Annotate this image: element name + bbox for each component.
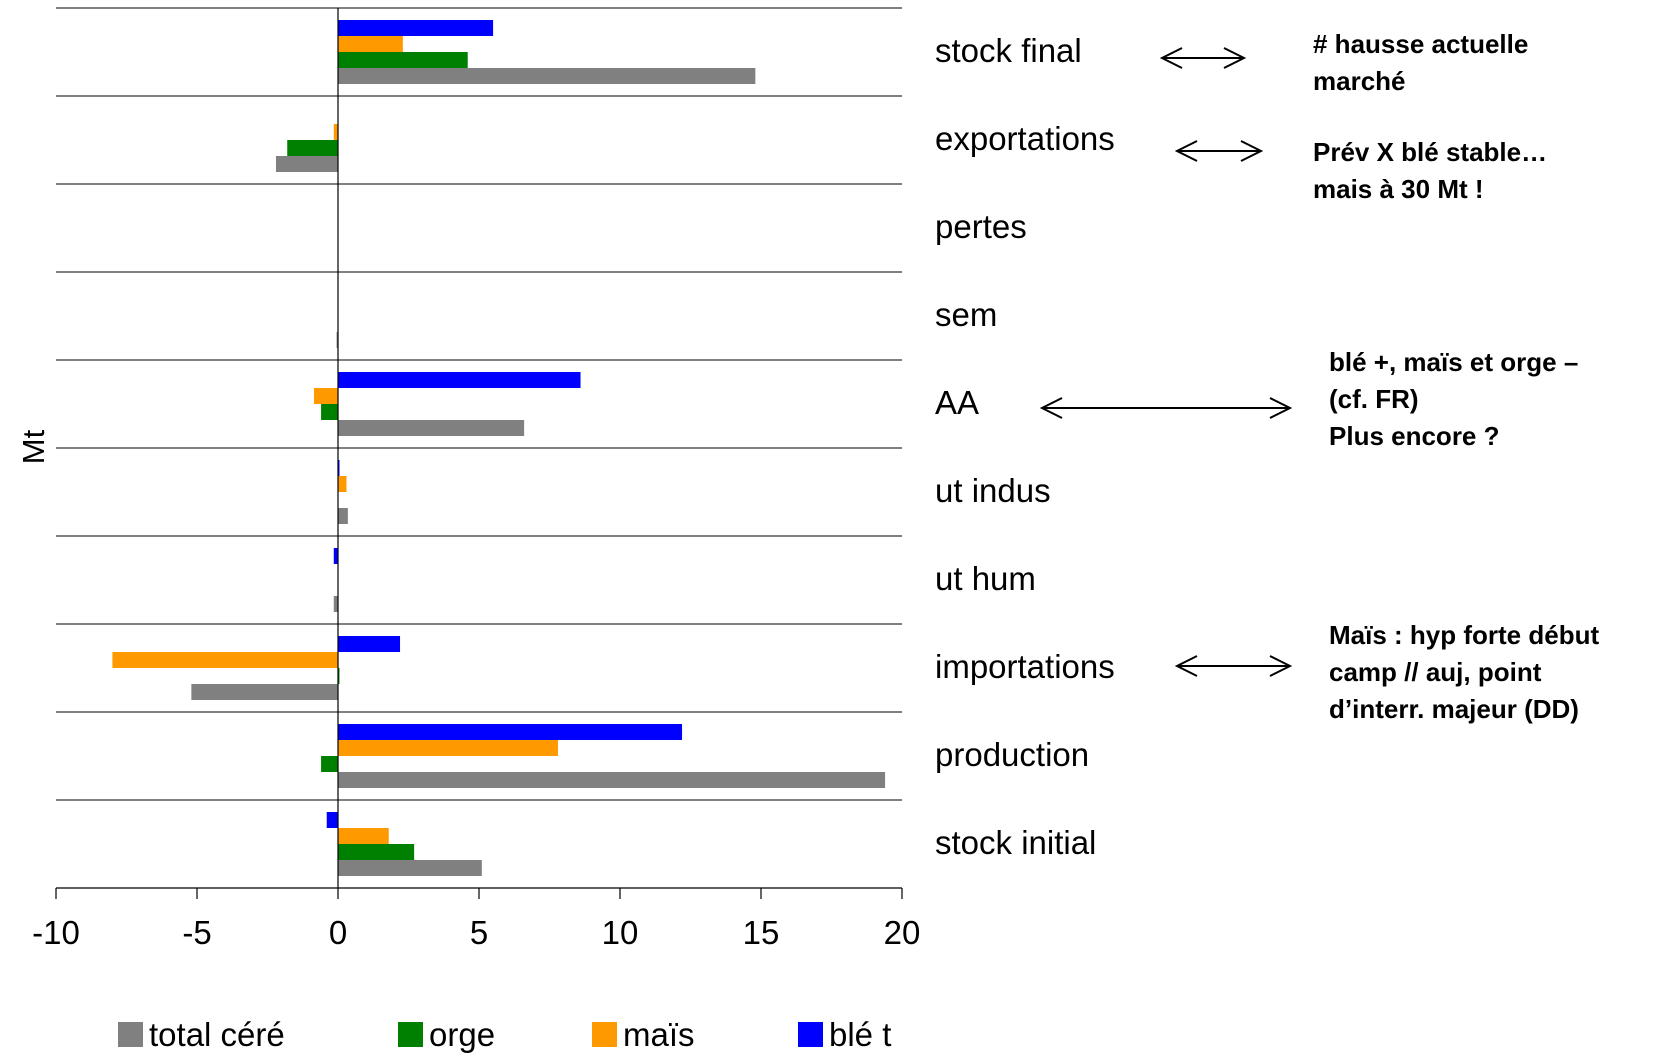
x-tick-label: 20	[884, 914, 921, 951]
bar-mais-importations	[112, 652, 339, 668]
bar-total-cere-importations	[191, 684, 338, 700]
category-label-aa: AA	[935, 384, 979, 421]
bar-ble-t-ut-hum	[333, 548, 338, 564]
annotation-note: Prév X blé stable… mais à 30 Mt !	[1313, 134, 1547, 208]
bar-orge-aa	[321, 404, 338, 420]
category-label-production: production	[935, 736, 1089, 773]
x-tick-label: -5	[182, 914, 211, 951]
legend-label-ble-t: blé t	[829, 1016, 891, 1053]
legend-swatch-orge	[398, 1022, 423, 1047]
bar-mais-production	[338, 740, 558, 756]
arrow-head-left	[1174, 140, 1198, 162]
x-tick-label: 0	[329, 914, 347, 951]
bar-orge-stock-initial	[338, 844, 415, 860]
legend: total céré orge maïs blé t	[118, 1016, 891, 1053]
x-tick-label: 10	[602, 914, 639, 951]
legend-swatch-mais	[592, 1022, 617, 1047]
y-axis-label: Mt	[16, 429, 51, 464]
bar-ble-t-aa	[338, 372, 581, 388]
legend-label-total-cere: total céré	[149, 1016, 285, 1053]
annotation-line: # hausse actuelle	[1313, 29, 1529, 59]
bar-ble-t-ut-indus	[338, 460, 340, 476]
x-tick-label: -10	[32, 914, 80, 951]
annotation-line: camp // auj, point	[1329, 657, 1542, 687]
annotation-line: blé +, maïs et orge –	[1329, 347, 1579, 377]
bar-total-cere-stock-initial	[338, 860, 482, 876]
annotation-line: d’interr. majeur (DD)	[1329, 694, 1579, 724]
bar-mais-ut-indus	[338, 476, 347, 492]
arrow-head-right	[1269, 655, 1293, 677]
bar-mais-aa	[314, 388, 338, 404]
category-label-sem: sem	[935, 296, 997, 333]
category-label-pertes: pertes	[935, 208, 1027, 245]
bar-ble-t-stock-final	[338, 20, 494, 36]
bar-mais-exportations	[333, 124, 338, 140]
bar-ble-t-production	[338, 724, 683, 740]
annotation-note: Maïs : hyp forte début camp // auj, point…	[1329, 617, 1599, 728]
bar-total-cere-ut-indus	[338, 508, 348, 524]
bar-total-cere-production	[338, 772, 886, 788]
annotation-arrows	[1039, 47, 1293, 677]
x-tick-label: 5	[470, 914, 488, 951]
bar-total-cere-ut-hum	[333, 596, 338, 612]
arrow-head-right	[1223, 47, 1247, 69]
x-tick-label: 15	[743, 914, 780, 951]
bar-total-cere-sem	[336, 332, 339, 348]
category-label-ut-hum: ut hum	[935, 560, 1036, 597]
legend-label-orge: orge	[429, 1016, 495, 1053]
bar-ble-t-importations	[338, 636, 401, 652]
category-label-stock-initial: stock initial	[935, 824, 1096, 861]
arrow-head-right	[1269, 397, 1293, 419]
bar-orge-production	[321, 756, 338, 772]
bars	[112, 20, 886, 876]
annotation-note: # hausse actuelle marché	[1313, 26, 1528, 100]
arrow-head-left	[1039, 397, 1063, 419]
bar-orge-exportations	[287, 140, 338, 156]
annotation-line: Prév X blé stable…	[1313, 137, 1548, 167]
bar-total-cere-aa	[338, 420, 525, 436]
category-label-exportations: exportations	[935, 120, 1115, 157]
annotation-line: mais à 30 Mt !	[1313, 174, 1484, 204]
annotation-line: (cf. FR)	[1329, 384, 1419, 414]
arrow-head-right	[1240, 140, 1264, 162]
annotation-line: Maïs : hyp forte début	[1329, 620, 1600, 650]
annotation-line: Plus encore ?	[1329, 421, 1500, 451]
legend-label-mais: maïs	[623, 1016, 695, 1053]
bar-ble-t-stock-initial	[326, 812, 338, 828]
category-label-ut-indus: ut indus	[935, 472, 1051, 509]
bar-orge-importations	[338, 668, 340, 684]
bar-mais-stock-final	[338, 36, 403, 52]
annotation-line: marché	[1313, 66, 1406, 96]
arrow-head-left	[1159, 47, 1183, 69]
axes: -10 -5 0 5 10 15 20	[32, 8, 920, 951]
bar-mais-stock-initial	[338, 828, 389, 844]
legend-swatch-ble-t	[798, 1022, 823, 1047]
bar-total-cere-exportations	[275, 156, 338, 172]
bar-total-cere-stock-final	[338, 68, 756, 84]
bar-orge-stock-final	[338, 52, 468, 68]
category-label-stock-final: stock final	[935, 32, 1082, 69]
annotation-note: blé +, maïs et orge – (cf. FR) Plus encore…	[1329, 344, 1578, 455]
legend-swatch-total-cere	[118, 1022, 143, 1047]
category-label-importations: importations	[935, 648, 1115, 685]
category-labels: stock final exportations pertes sem AA ut ind…	[935, 32, 1115, 861]
arrow-head-left	[1174, 655, 1198, 677]
